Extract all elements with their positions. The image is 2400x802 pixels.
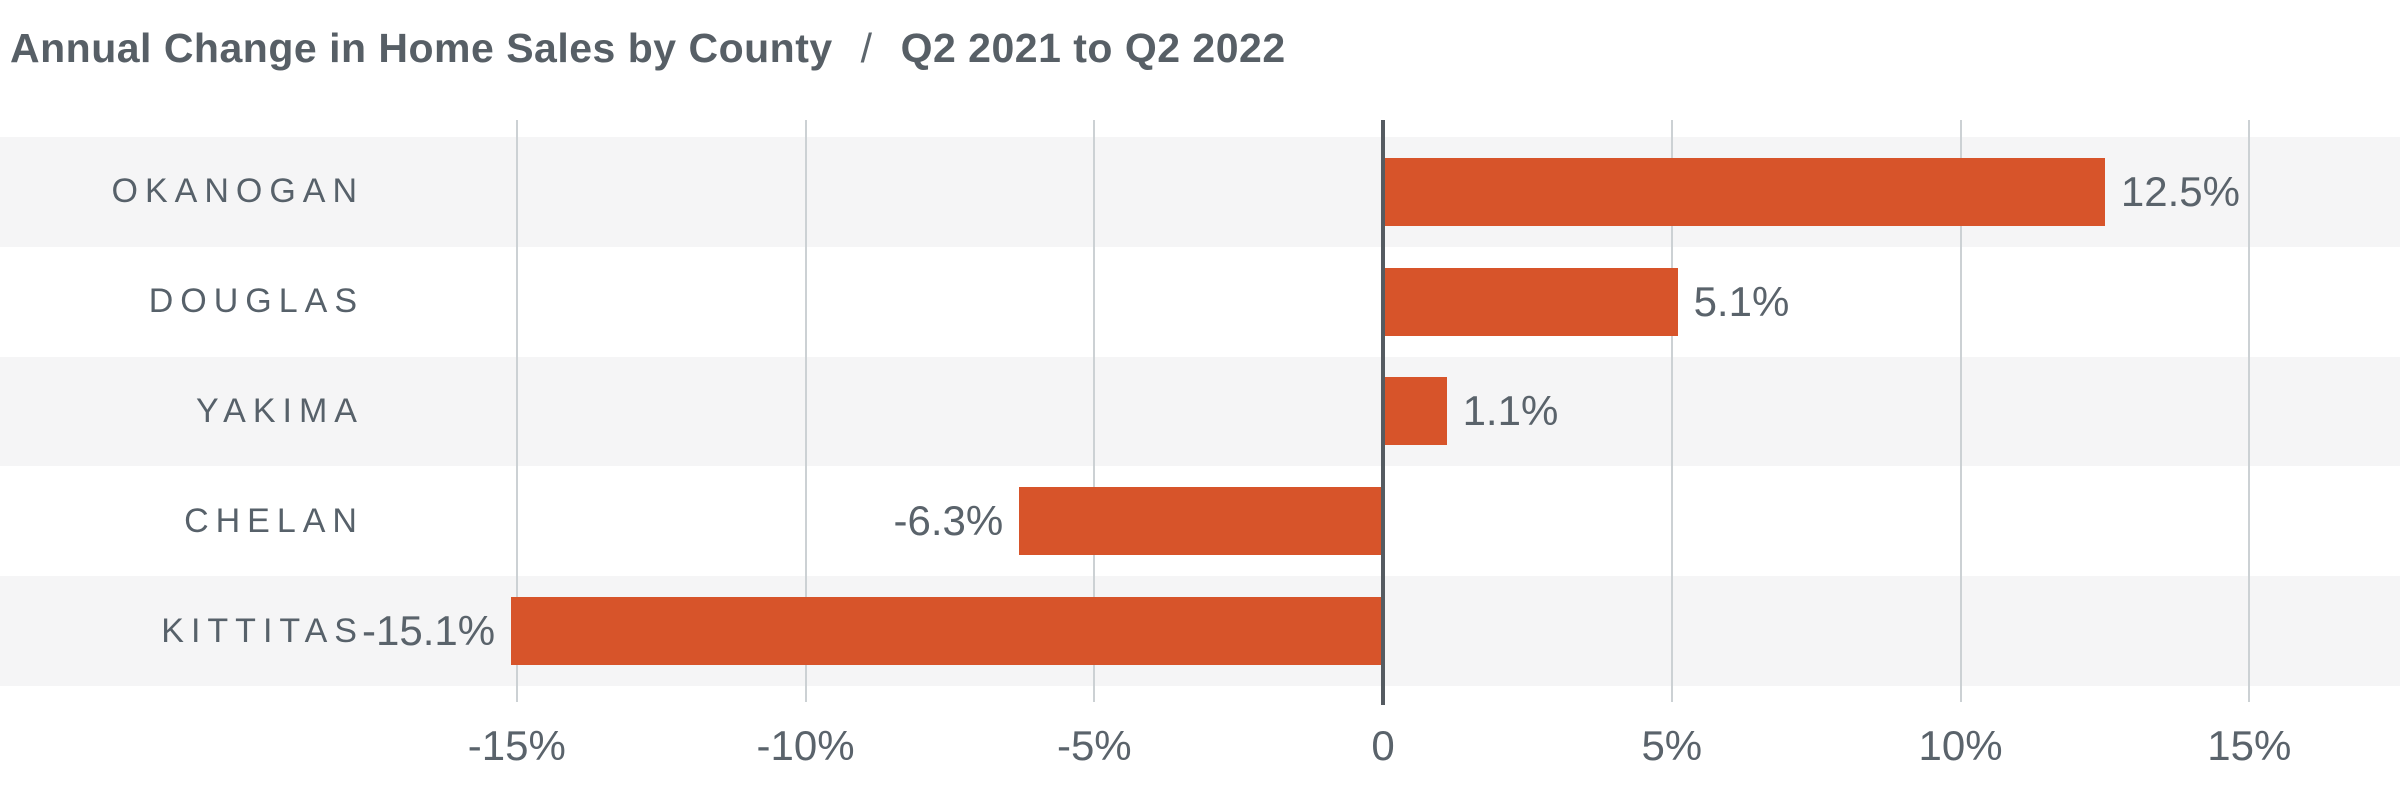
value-label-okanogan: 12.5% xyxy=(2120,167,2240,215)
category-label-yakima: YAKIMA xyxy=(196,391,364,430)
x-tick-label--10: -10% xyxy=(756,722,855,769)
category-label-kittitas: KITTITAS xyxy=(161,611,364,650)
chart-title-separator: / xyxy=(860,24,873,71)
bar-kittitas xyxy=(511,597,1384,666)
x-tick-label-10: 10% xyxy=(1918,722,2003,769)
value-label-chelan: -6.3% xyxy=(893,497,1004,545)
x-tick-label--15: -15% xyxy=(467,722,566,769)
value-label-yakima: 1.1% xyxy=(1462,387,1559,435)
chart-row-okanogan: OKANOGAN 12.5% xyxy=(0,137,2400,247)
bar-yakima xyxy=(1383,377,1447,446)
bar-okanogan xyxy=(1383,157,2105,226)
chart-row-yakima: YAKIMA 1.1% xyxy=(0,356,2400,467)
x-tick-label--5: -5% xyxy=(1056,722,1132,769)
x-tick-label-15: 15% xyxy=(2207,722,2292,769)
chart-title-main: Annual Change in Home Sales by County xyxy=(10,24,833,71)
category-label-chelan: CHELAN xyxy=(184,501,364,540)
bar-chelan xyxy=(1019,487,1384,556)
plot-area: OKANOGAN 12.5% DOUGLAS 5.1% YAKIMA 1.1% CHELAN… xyxy=(0,137,2400,686)
chart-subtitle: Q2 2021 to Q2 2022 xyxy=(900,24,1286,71)
x-tick-label-5: 5% xyxy=(1641,722,1703,769)
value-label-kittitas: -15.1% xyxy=(362,607,496,655)
value-label-douglas: 5.1% xyxy=(1693,277,1790,325)
x-tick-label-0: 0 xyxy=(1371,722,1395,769)
category-label-douglas: DOUGLAS xyxy=(148,282,364,321)
row-band xyxy=(0,356,2400,467)
x-axis-tick-labels: -15% -10% -5% 0 5% 10% 15% xyxy=(0,722,2400,778)
chart-row-chelan: CHELAN -6.3% xyxy=(0,466,2400,576)
chart-title: Annual Change in Home Sales by County / … xyxy=(10,22,1286,74)
bar-douglas xyxy=(1383,267,1678,336)
chart-row-kittitas: KITTITAS -15.1% xyxy=(0,576,2400,686)
category-label-okanogan: OKANOGAN xyxy=(111,172,364,211)
chart-row-douglas: DOUGLAS 5.1% xyxy=(0,247,2400,357)
